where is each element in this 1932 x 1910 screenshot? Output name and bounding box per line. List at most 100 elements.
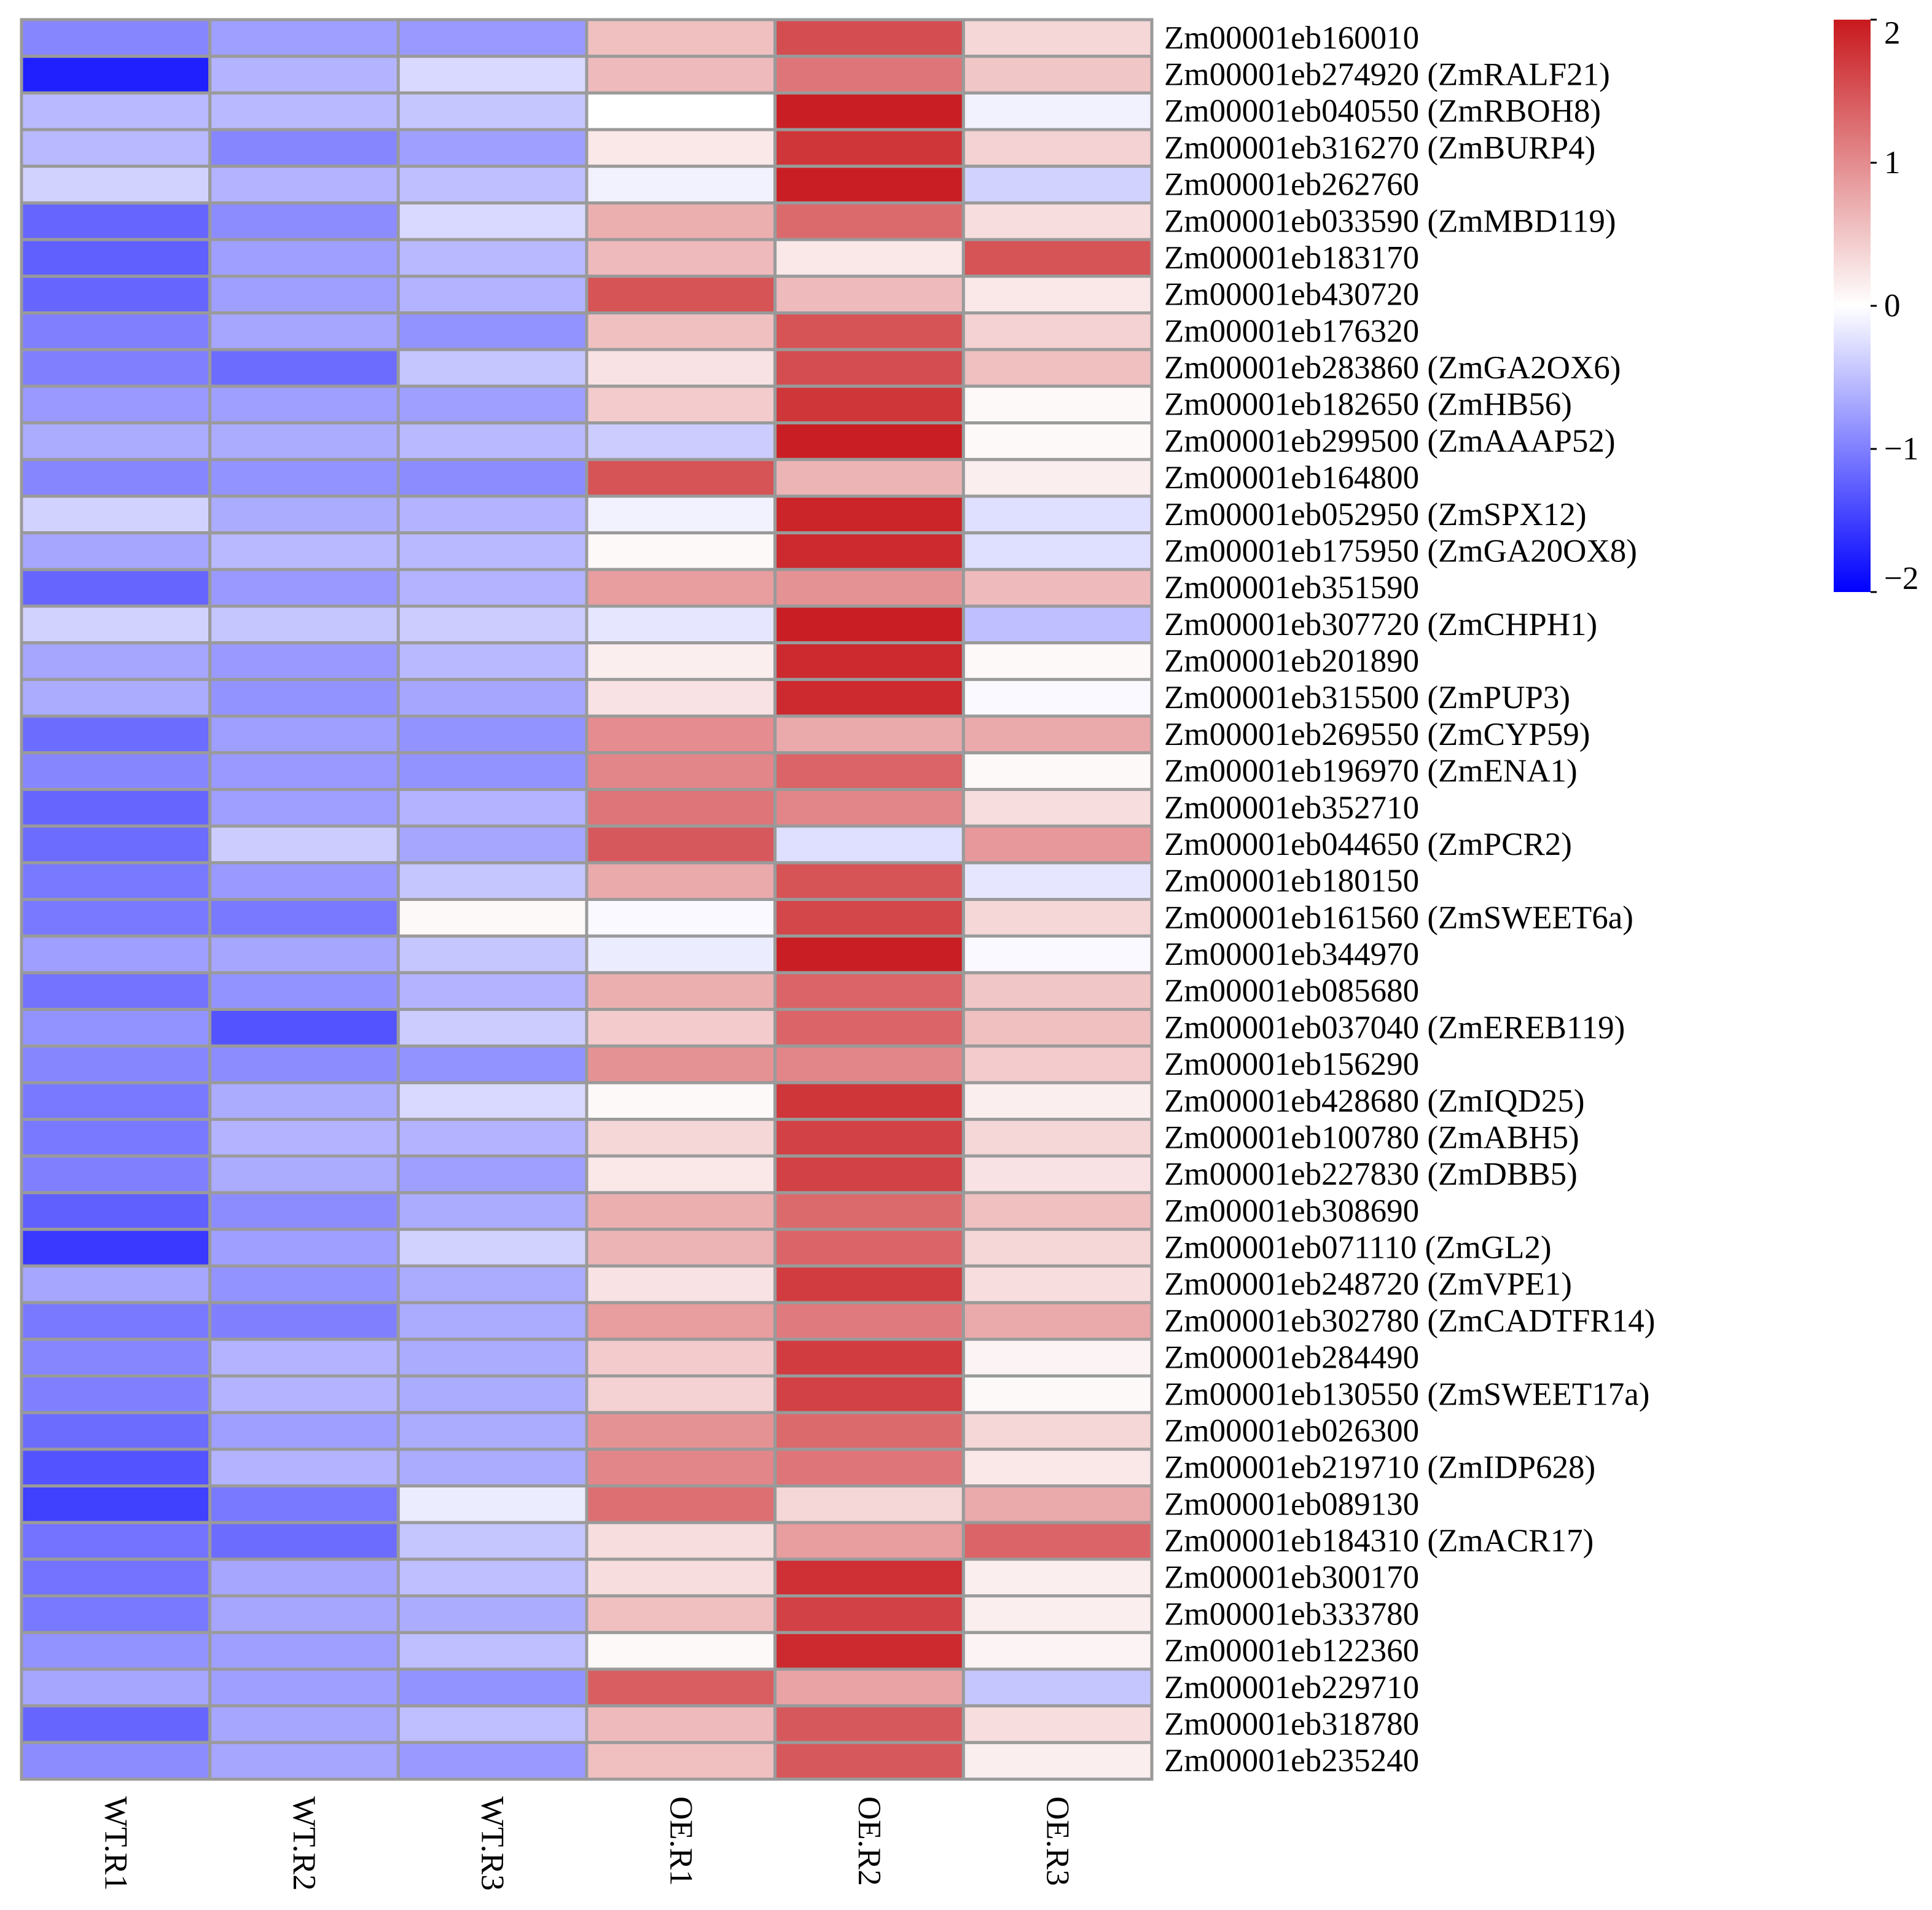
heatmap-cell (20, 275, 212, 314)
row-label: Zm00001eb430720 (1164, 277, 1419, 313)
heatmap-cell (208, 934, 400, 975)
heatmap-cell (396, 275, 589, 314)
row-label: Zm00001eb100780 (ZmABH5) (1164, 1120, 1579, 1155)
row-label: Zm00001eb175950 (ZmGA20OX8) (1164, 533, 1637, 569)
heatmap-cell (585, 275, 777, 314)
heatmap-cell (585, 1301, 777, 1341)
heatmap-cell (20, 1264, 212, 1304)
heatmap-cell (396, 677, 589, 718)
heatmap-cell (773, 348, 965, 388)
heatmap-cell (208, 1228, 400, 1268)
heatmap-cell (773, 1118, 965, 1158)
heatmap-cell (961, 1338, 1154, 1378)
heatmap-cell (773, 201, 965, 241)
heatmap-cell (20, 1154, 212, 1195)
heatmap-cell (396, 18, 589, 58)
row-label: Zm00001eb274920 (ZmRALF21) (1164, 57, 1610, 93)
heatmap-cell (961, 714, 1154, 755)
heatmap-cell (396, 1667, 589, 1708)
heatmap-cell (20, 91, 212, 131)
heatmap-cell (208, 861, 400, 901)
heatmap-cell (585, 1118, 777, 1158)
row-label: Zm00001eb052950 (ZmSPX12) (1164, 497, 1587, 532)
heatmap-cell (961, 1704, 1154, 1744)
heatmap-cell (585, 567, 777, 608)
heatmap-cell (208, 348, 400, 388)
heatmap-cell (585, 898, 777, 938)
heatmap-cell (961, 787, 1154, 828)
heatmap-cell (396, 1557, 589, 1598)
heatmap-cell (961, 384, 1154, 425)
row-label: Zm00001eb071110 (ZmGL2) (1164, 1230, 1552, 1266)
heatmap-cell (208, 1704, 400, 1744)
heatmap-cell (208, 604, 400, 645)
heatmap-cell (20, 348, 212, 388)
heatmap-cell (773, 238, 965, 278)
row-label: Zm00001eb201890 (1164, 644, 1419, 679)
color-legend-tick-label: 1 (1884, 145, 1901, 181)
heatmap-cell (773, 1228, 965, 1268)
heatmap-cell (961, 128, 1154, 168)
heatmap-cell (585, 55, 777, 95)
heatmap-cell (208, 18, 400, 58)
heatmap-cell (585, 677, 777, 718)
heatmap-cell (773, 1448, 965, 1487)
heatmap-cell (585, 348, 777, 388)
heatmap-cell (208, 1044, 400, 1085)
heatmap-cell (961, 311, 1154, 351)
column-labels: WT.R1 WT.R2 WT.R3 OE.R1 OE.R2 OE.R3 (98, 1796, 1075, 1891)
heatmap-cell (208, 458, 400, 498)
heatmap-cell (20, 128, 212, 168)
heatmap-cell (396, 1008, 589, 1048)
heatmap-cell (20, 1557, 212, 1598)
heatmap-cell (396, 787, 589, 828)
row-label: Zm00001eb122360 (1164, 1633, 1419, 1669)
heatmap-cell (585, 604, 777, 645)
row-label: Zm00001eb184310 (ZmACR17) (1164, 1523, 1594, 1559)
heatmap-cell (208, 787, 400, 828)
row-label: Zm00001eb299500 (ZmAAAP52) (1164, 423, 1616, 459)
heatmap-cell (961, 898, 1154, 938)
heatmap-cell (208, 201, 400, 241)
heatmap-cell (961, 934, 1154, 975)
row-label: Zm00001eb308690 (1164, 1193, 1419, 1229)
heatmap-cell (396, 1521, 589, 1561)
heatmap-cell (585, 971, 777, 1012)
column-label: WT.R2 (286, 1796, 322, 1891)
column-label: OE.R1 (663, 1796, 698, 1886)
heatmap-cell (961, 1521, 1154, 1561)
heatmap-cell (208, 311, 400, 351)
heatmap-cell (20, 1118, 212, 1158)
heatmap-cell (585, 1521, 777, 1561)
heatmap-cell (20, 384, 212, 425)
heatmap-cell (396, 1118, 589, 1158)
heatmap-cell (396, 1704, 589, 1744)
row-label: Zm00001eb307720 (ZmCHPH1) (1164, 607, 1597, 642)
heatmap-cell (20, 898, 212, 938)
heatmap-cell (961, 421, 1154, 461)
heatmap-cell (20, 604, 212, 645)
heatmap-cell (396, 1484, 589, 1524)
heatmap-cell (20, 1044, 212, 1085)
heatmap-cell (773, 934, 965, 975)
heatmap-cell (396, 421, 589, 461)
heatmap-cell (773, 1081, 965, 1121)
heatmap-cell (208, 1411, 400, 1451)
heatmap-cell (773, 1631, 965, 1671)
row-label: Zm00001eb219710 (ZmIDP628) (1164, 1450, 1595, 1486)
heatmap-cell (961, 1228, 1154, 1268)
heatmap-cell (961, 677, 1154, 718)
row-label: Zm00001eb262760 (1164, 167, 1419, 203)
heatmap-cell (585, 458, 777, 498)
heatmap-cell (585, 531, 777, 571)
heatmap-cell (208, 1740, 400, 1781)
heatmap-cell (585, 238, 777, 278)
heatmap-cell (585, 1411, 777, 1451)
heatmap-cell (396, 91, 589, 131)
row-label: Zm00001eb316270 (ZmBURP4) (1164, 130, 1595, 166)
color-legend: 2 1 0 −1 −2 (1834, 15, 1918, 596)
heatmap-cell (585, 1044, 777, 1085)
heatmap-cell (773, 91, 965, 131)
heatmap-cell (773, 1301, 965, 1341)
heatmap-cell (208, 714, 400, 755)
